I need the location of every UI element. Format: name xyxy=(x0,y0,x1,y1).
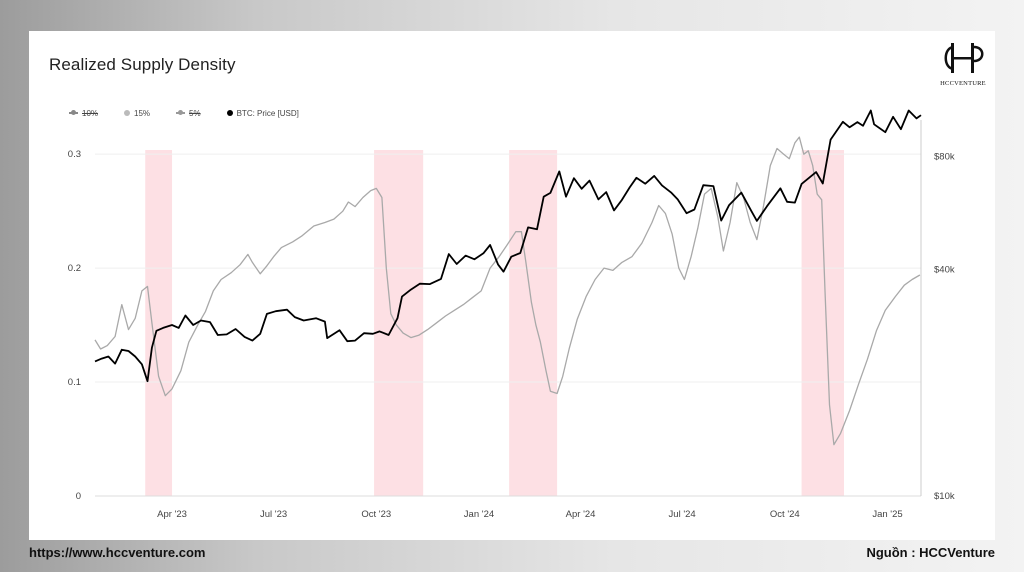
series-line-btc-price xyxy=(94,109,922,383)
grid-lines xyxy=(95,153,921,497)
legend-label-5: 5% xyxy=(189,108,201,118)
y-left-tick-label: 0.2 xyxy=(68,263,81,274)
legend-swatch-10 xyxy=(69,110,78,115)
highlight-band-1 xyxy=(145,150,173,496)
y-left-tick-label: 0.3 xyxy=(68,149,81,160)
x-tick-label: Jul '23 xyxy=(260,509,287,520)
chart-plot: Apr '23 Jul '23 Oct '23 Jan '24 Apr '24 Jul '… xyxy=(68,109,955,520)
legend-item-10[interactable]: 10% xyxy=(69,109,98,118)
highlight-band-3 xyxy=(509,150,558,496)
y-right-tick-label: $40k xyxy=(934,265,955,276)
x-tick-label: Jan '25 xyxy=(872,509,902,520)
legend-label-15: 15% xyxy=(134,108,151,118)
legend-item-btc-price[interactable]: BTC: Price [USD] xyxy=(226,108,299,118)
legend-label-10: 10% xyxy=(82,108,99,118)
axes xyxy=(95,120,922,497)
series-line-15 xyxy=(94,136,921,446)
highlight-band-4 xyxy=(801,150,844,496)
legend-item-5[interactable]: 5% xyxy=(176,109,201,118)
logo-mark xyxy=(944,43,984,73)
x-tick-label: Oct '24 xyxy=(770,509,800,520)
x-tick-label: Jul '24 xyxy=(669,509,696,520)
x-tick-label: Jan '24 xyxy=(464,509,494,520)
highlight-bands xyxy=(145,150,844,496)
legend-swatch-15 xyxy=(124,110,131,116)
x-tick-label: Apr '24 xyxy=(566,509,596,520)
y-left-tick-label: 0 xyxy=(76,491,81,502)
legend-swatch-5 xyxy=(176,110,186,115)
legend-swatch-btc-price xyxy=(226,110,233,116)
y-right-tick-label: $80k xyxy=(934,151,955,162)
y-left-tick-label: 0.1 xyxy=(68,377,81,388)
x-tick-label: Apr '23 xyxy=(157,509,187,520)
footer-url[interactable]: https://www.hccventure.com xyxy=(29,545,206,560)
logo-text: HCCVENTURE xyxy=(940,80,986,87)
chart-title: Realized Supply Density xyxy=(49,55,236,74)
chart-legend: 10% 15% 5% BTC: Price [USD] xyxy=(69,106,299,120)
highlight-band-2 xyxy=(374,150,424,496)
x-tick-label: Oct '23 xyxy=(361,509,391,520)
series-lines xyxy=(94,109,922,446)
footer-source: Nguồn : HCCVenture xyxy=(866,545,995,560)
legend-label-btc-price: BTC: Price [USD] xyxy=(236,108,299,118)
y-right-tick-label: $10k xyxy=(934,491,955,502)
tick-labels: Apr '23 Jul '23 Oct '23 Jan '24 Apr '24 Jul '… xyxy=(68,149,955,520)
chart-card: Realized Supply Density HCCVENTURE 10% 1… xyxy=(29,31,995,540)
legend-item-15[interactable]: 15% xyxy=(124,109,150,118)
hccventure-logo: HCCVENTURE xyxy=(935,41,991,87)
